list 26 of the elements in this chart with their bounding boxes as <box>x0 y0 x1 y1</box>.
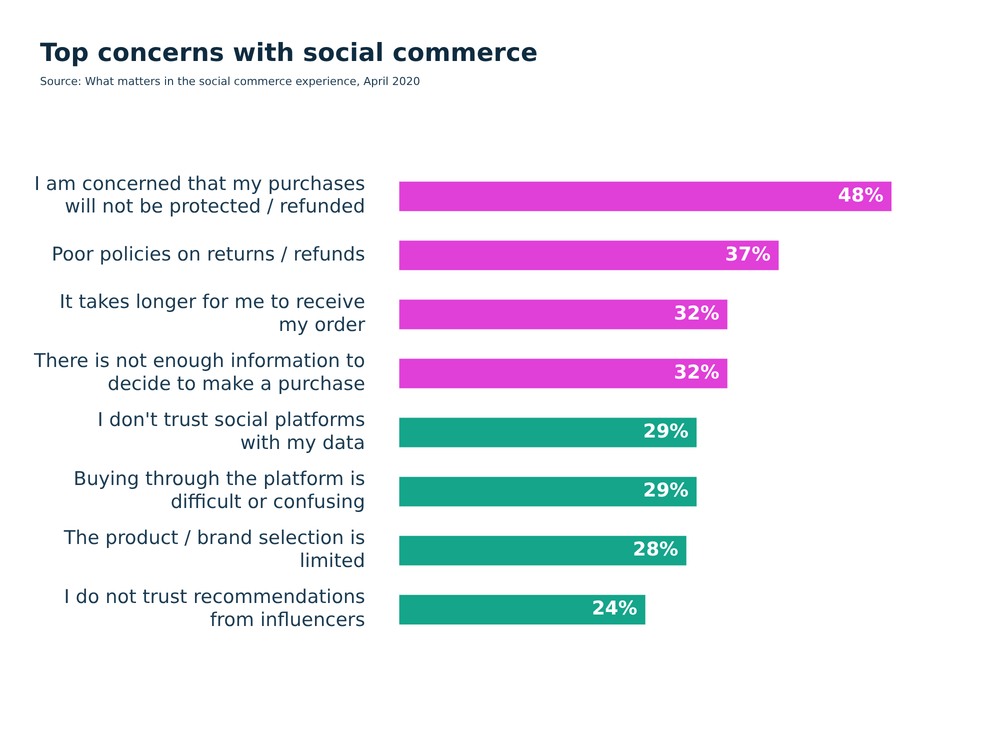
bar <box>399 300 728 330</box>
data-label: 48% <box>838 184 884 206</box>
data-label: 32% <box>674 302 720 324</box>
chart-title: Top concerns with social commerce <box>40 38 539 67</box>
y-tick-label: I do not trust recommendations from influencers <box>64 586 366 632</box>
data-label: 32% <box>674 361 720 384</box>
y-tick-label: I am concerned that my purchases will not be protected / refunded <box>34 172 366 218</box>
y-tick-label: The product / brand selection is limited <box>62 527 366 572</box>
y-tick-label: It takes longer for me to receive my order <box>60 290 366 336</box>
data-label: 37% <box>725 243 771 266</box>
bar <box>399 476 697 506</box>
bar <box>399 536 686 566</box>
data-label: 29% <box>643 420 689 442</box>
data-label: 29% <box>643 480 689 502</box>
y-tick-label: There is not enough information to decide to make a purchase <box>32 350 366 395</box>
bar <box>399 594 646 624</box>
y-tick-label: Poor policies on returns / refunds <box>52 243 366 266</box>
bar <box>399 358 728 388</box>
y-tick-label: I don't trust social platforms with my data <box>98 409 366 454</box>
y-tick-label: Buying through the platform is difficult or confusing <box>74 468 366 513</box>
bar <box>399 418 697 448</box>
data-label: 24% <box>592 598 638 620</box>
source-note: Source: What matters in the social commerce experience, April 2020 <box>40 75 422 88</box>
data-label: 28% <box>632 538 678 561</box>
bar <box>399 182 892 212</box>
bar <box>399 240 779 270</box>
